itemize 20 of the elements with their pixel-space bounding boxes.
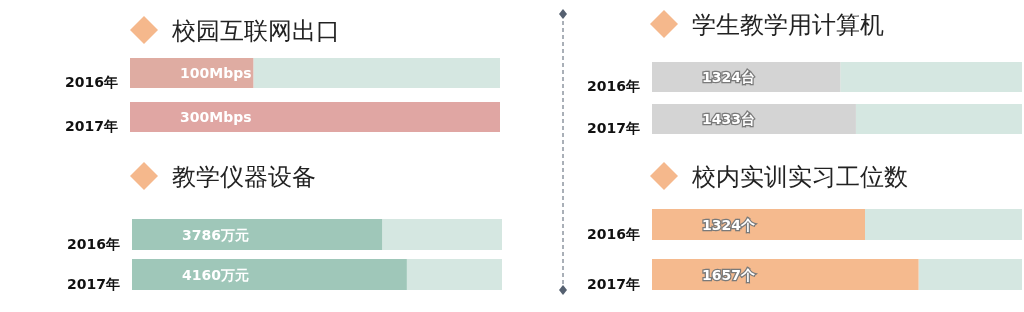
chart-title: 校园互联网出口	[171, 17, 340, 45]
chart-title: 校内实训实习工位数	[691, 163, 908, 191]
y-tick-label: 2017年	[65, 118, 118, 134]
data-label: 300Mbps	[180, 109, 252, 125]
data-label: 1657个	[702, 266, 756, 283]
data-label: 1433台	[702, 111, 755, 127]
data-label: 100Mbps	[180, 65, 252, 81]
y-tick-label: 2016年	[587, 225, 640, 242]
y-tick-label: 2017年	[587, 275, 640, 292]
data-label: 3786万元	[182, 226, 249, 243]
y-tick-label: 2017年	[67, 275, 120, 292]
y-tick-label: 2017年	[587, 120, 640, 136]
chart-title: 教学仪器设备	[172, 163, 316, 191]
y-tick-label: 2016年	[587, 78, 640, 94]
chart-title: 学生教学用计算机	[692, 11, 884, 39]
y-tick-label: 2016年	[67, 235, 120, 252]
data-label: 1324个	[702, 216, 756, 233]
y-tick-label: 2016年	[65, 74, 118, 90]
data-label: 4160万元	[182, 266, 249, 283]
data-label: 1324台	[702, 69, 755, 85]
